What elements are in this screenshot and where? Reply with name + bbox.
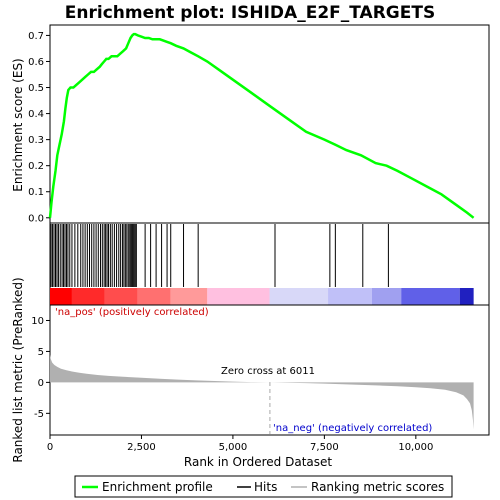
legend-hits-label: Hits bbox=[254, 480, 277, 494]
es-panel-frame bbox=[49, 24, 490, 224]
x-tick-label: 2,500 bbox=[127, 442, 156, 453]
zero-cross-label: Zero cross at 6011 bbox=[221, 366, 315, 377]
rank-color-bar bbox=[50, 288, 474, 305]
legend-metric-label: Ranking metric scores bbox=[311, 480, 444, 494]
metric-y-tick-label: 0 bbox=[38, 378, 44, 389]
rank-bar-segment bbox=[50, 288, 72, 305]
rank-bar-segment bbox=[401, 288, 460, 305]
rank-bar-segment bbox=[459, 288, 474, 305]
neg-correlated-label: 'na_neg' (negatively correlated) bbox=[273, 423, 432, 434]
enrichment-profile-line bbox=[48, 32, 475, 219]
x-tick-label: 5,000 bbox=[219, 442, 248, 453]
metric-y-axis: 10 5 0 -5 bbox=[31, 316, 50, 420]
rank-bar-segment bbox=[71, 288, 105, 305]
es-y-tick-label: 0.3 bbox=[28, 135, 44, 146]
pos-correlated-label: 'na_pos' (positively correlated) bbox=[55, 307, 209, 318]
rank-bar-segment bbox=[104, 288, 138, 305]
rank-bar-segment bbox=[207, 288, 270, 305]
es-y-tick-label: 0.4 bbox=[28, 109, 44, 120]
rank-bar-segment bbox=[269, 288, 329, 305]
es-y-tick-label: 0.7 bbox=[28, 31, 44, 42]
legend: Enrichment profile Hits Ranking metric s… bbox=[74, 475, 453, 498]
legend-box bbox=[74, 475, 453, 498]
rank-bar-segment bbox=[170, 288, 208, 305]
es-y-tick-label: 0.2 bbox=[28, 161, 44, 172]
legend-profile-label: Enrichment profile bbox=[102, 480, 213, 494]
metric-y-tick-label: 5 bbox=[38, 347, 44, 358]
es-y-tick-label: 0.5 bbox=[28, 83, 44, 94]
metric-y-tick-label: 10 bbox=[31, 316, 44, 327]
es-y-tick-label: 0.6 bbox=[28, 57, 44, 68]
es-y-label: Enrichment score (ES) bbox=[11, 58, 25, 191]
rank-bar-segment bbox=[137, 288, 171, 305]
chart-title: Enrichment plot: ISHIDA_E2F_TARGETS bbox=[65, 3, 435, 23]
x-tick-label: 0 bbox=[47, 442, 53, 453]
es-y-tick-label: 0.1 bbox=[28, 187, 44, 198]
x-tick-label: 10,000 bbox=[398, 442, 433, 453]
rank-bar-segment bbox=[328, 288, 372, 305]
hit-lines-layer bbox=[50, 224, 389, 287]
x-tick-label: 7,500 bbox=[310, 442, 339, 453]
metric-y-label: Ranked list metric (PreRanked) bbox=[11, 277, 25, 462]
metric-y-tick-label: -5 bbox=[34, 409, 44, 420]
x-axis: 0 2,500 5,000 7,500 10,000 bbox=[47, 435, 433, 453]
enrichment-profile-layer bbox=[48, 32, 475, 219]
es-y-axis: 0.0 0.1 0.2 0.3 0.4 0.5 0.6 0.7 bbox=[28, 31, 50, 224]
rank-bar-segment bbox=[371, 288, 402, 305]
x-axis-label: Rank in Ordered Dataset bbox=[184, 455, 332, 469]
es-y-tick-label: 0.0 bbox=[28, 213, 44, 224]
